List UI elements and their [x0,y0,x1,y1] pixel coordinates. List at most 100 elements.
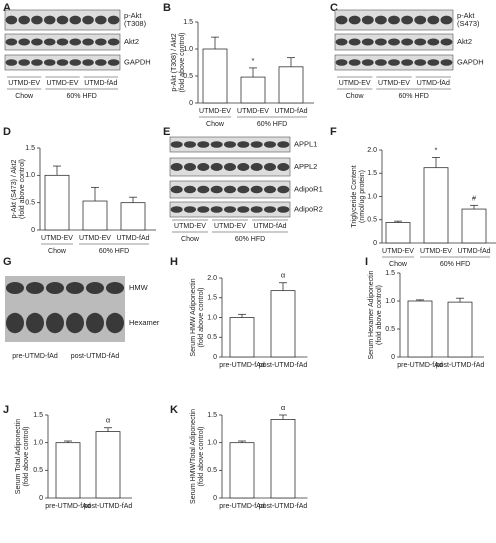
blot-band [277,141,290,148]
bar [82,200,108,231]
x-tick-label: UTMD-fAd [457,248,490,255]
y-tick-label: 0.5 [183,73,193,80]
band-label: HMW [129,283,149,292]
blot-band [374,59,387,66]
blot-band [414,15,427,25]
bar [270,290,296,358]
bar [229,317,255,358]
annotation: α [106,416,111,425]
blot-band [5,59,18,66]
blot-band [388,59,400,66]
blot-band [224,185,236,194]
y-tick-label: 1.0 [33,440,43,447]
panel-letter: J [3,404,9,416]
blot-band [170,206,183,213]
x-tick-label: UTMD-fAd [274,108,307,115]
group-label: Chow [389,261,408,268]
blot-band [427,38,440,46]
y-tick-label: 0.5 [33,467,43,474]
x-tick-label: UTMD-fAd [253,223,286,230]
panel-letter: C [330,2,338,14]
blot-band [374,38,387,46]
blot-band [26,312,44,334]
x-tick-label: UTMD-fAd [116,235,149,242]
blot-band [264,185,276,194]
y-tick-label: 1.0 [207,314,217,321]
blot-band [264,141,276,148]
blot-band [440,15,453,25]
bar [461,208,487,244]
y-axis-label: (fold above control) [19,159,26,219]
blot-band [66,282,84,294]
band-label: (S473) [457,19,480,28]
bar [44,174,70,231]
bar [202,48,228,104]
blot-band [210,141,223,148]
panel-letter: K [170,404,178,416]
blot-band [56,59,69,66]
y-axis-label: Serum HMW/Total Adiponectin [190,409,197,504]
panel-letter: E [163,126,170,138]
band-label: (T308) [124,19,147,28]
group-label: Chow [206,121,225,128]
x-tick-label: post-UTMD-fAd [71,353,120,360]
blot-band [210,163,223,171]
x-tick-label: post-UTMD-fAd [436,362,485,369]
x-tick-label: UTMD-EV [214,223,246,230]
blot-band [95,38,107,46]
y-tick-label: 0 [31,227,35,234]
blot-band [335,15,348,25]
blot-band [224,141,236,148]
blot-band [348,38,361,46]
bar [423,167,449,244]
x-tick-label: UTMD-EV [382,248,414,255]
blot-band [388,15,400,25]
x-tick-label: UTMD-EV [420,248,452,255]
y-tick-label: 0 [189,100,193,107]
y-axis-label: p-Akt (S473) / Akt2 [11,160,18,219]
blot-band [277,185,290,194]
blot-band [43,15,56,25]
x-tick-label: pre-UTMD-fAd [45,503,91,510]
group-label: 60% HFD [66,93,96,100]
y-tick-label: 1.5 [25,145,35,152]
blot-band [237,141,250,148]
blot-band [277,206,290,213]
y-axis-label: p-Akt (T308) / Akt2 [171,33,178,91]
blot-band [107,38,120,46]
y-axis-label: Serum Total Adiponectin [15,419,22,494]
blot-band [224,206,236,213]
blot-band [106,312,124,334]
annotation: * [435,145,438,154]
x-tick-label: UTMD-EV [174,223,206,230]
blot-band [401,15,414,25]
group-label: 60% HFD [440,261,470,268]
blot-band [184,206,196,213]
blot-band [197,163,210,171]
y-axis-label: (nmol/ug protein) [359,170,366,223]
band-label: GAPDH [124,57,151,66]
blot-band [250,163,263,171]
blot-band [6,282,24,294]
y-tick-label: 0 [391,354,395,361]
blot-band [43,59,56,66]
bar [407,300,433,358]
blot-band [197,206,210,213]
blot-band [46,312,64,334]
blot-band [69,15,82,25]
annotation: # [472,193,477,202]
blot-band [95,15,107,25]
blot-band [388,38,400,46]
y-axis-label: Serum Hexamer Adiponectin [368,270,375,359]
band-label: AdipoR2 [294,204,323,213]
blot-band [184,185,196,194]
blot-band [18,15,30,25]
blot-band [95,59,107,66]
group-label: Chow [15,93,34,100]
blot-band [250,141,263,148]
blot-band [6,312,24,334]
y-tick-label: 0.5 [207,334,217,341]
x-tick-label: UTMD-EV [378,80,410,87]
blot-band [82,38,94,46]
